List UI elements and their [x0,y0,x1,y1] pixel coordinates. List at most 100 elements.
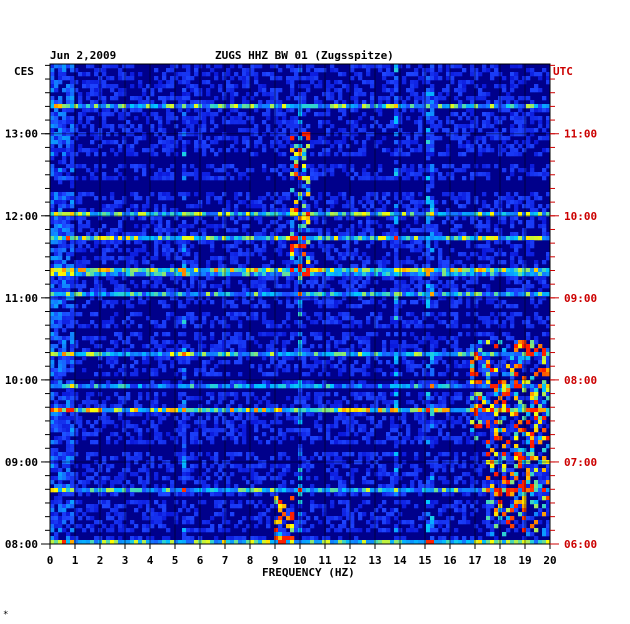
heatmap-cell [458,144,463,149]
heatmap-cell [74,240,79,245]
heatmap-cell [366,300,371,305]
heatmap-cell [190,164,195,169]
heatmap-cell [374,176,379,181]
heatmap-cell [510,152,515,157]
heatmap-cell [62,372,67,377]
heatmap-cell [274,280,279,285]
heatmap-cell [290,208,295,213]
heatmap-cell [402,344,407,349]
heatmap-cell [514,116,519,121]
heatmap-cell [246,268,251,273]
heatmap-cell [446,368,451,373]
heatmap-cell [238,380,243,385]
heatmap-cell [114,280,119,285]
heatmap-cell [454,228,459,233]
heatmap-cell [142,352,147,357]
heatmap-cell [362,236,367,241]
heatmap-cell [530,224,535,229]
heatmap-cell [266,192,271,197]
heatmap-cell [278,248,283,253]
heatmap-cell [134,164,139,169]
heatmap-cell [86,352,91,357]
heatmap-cell [346,272,351,277]
heatmap-cell [258,300,263,305]
heatmap-cell [502,196,507,201]
heatmap-cell [234,192,239,197]
heatmap-cell [458,252,463,257]
heatmap-cell [502,136,507,141]
heatmap-cell [230,164,235,169]
heatmap-cell [526,380,531,385]
heatmap-cell [150,192,155,197]
heatmap-cell [74,248,79,253]
heatmap-cell [430,112,435,117]
heatmap-cell [374,172,379,177]
heatmap-cell [538,88,543,93]
heatmap-cell [406,172,411,177]
heatmap-cell [450,264,455,269]
heatmap-cell [374,192,379,197]
heatmap-cell [282,120,287,125]
heatmap-cell [334,212,339,217]
heatmap-cell [306,76,311,81]
heatmap-cell [486,204,491,209]
heatmap-cell [526,136,531,141]
heatmap-cell [546,108,551,113]
heatmap-cell [70,384,75,389]
heatmap-cell [430,120,435,125]
heatmap-cell [70,92,75,97]
heatmap-cell [122,116,127,121]
heatmap-cell [258,140,263,145]
heatmap-cell [362,92,367,97]
heatmap-cell [394,268,399,273]
heatmap-cell [534,356,539,361]
heatmap-cell [318,208,323,213]
heatmap-cell [62,300,67,305]
heatmap-cell [130,72,135,77]
heatmap-cell [174,216,179,221]
heatmap-cell [206,276,211,281]
heatmap-cell [330,212,335,217]
heatmap-cell [102,268,107,273]
heatmap-cell [426,96,431,101]
heatmap-cell [250,384,255,389]
heatmap-cell [278,88,283,93]
heatmap-cell [74,212,79,217]
heatmap-cell [366,192,371,197]
heatmap-cell [494,392,499,397]
heatmap-cell [382,372,387,377]
heatmap-cell [446,212,451,217]
heatmap-cell [318,300,323,305]
heatmap-cell [146,292,151,297]
heatmap-cell [350,348,355,353]
heatmap-cell [542,216,547,221]
heatmap-cell [494,316,499,321]
heatmap-cell [182,240,187,245]
heatmap-cell [90,132,95,137]
heatmap-cell [378,200,383,205]
heatmap-cell [406,364,411,369]
heatmap-cell [102,252,107,257]
heatmap-cell [382,128,387,133]
heatmap-cell [394,312,399,317]
heatmap-cell [358,324,363,329]
heatmap-cell [102,116,107,121]
heatmap-cell [162,212,167,217]
heatmap-cell [426,168,431,173]
heatmap-cell [274,140,279,145]
heatmap-cell [58,284,63,289]
heatmap-cell [70,180,75,185]
heatmap-cell [354,240,359,245]
heatmap-cell [430,204,435,209]
heatmap-cell [370,228,375,233]
heatmap-cell [170,212,175,217]
heatmap-cell [110,304,115,309]
heatmap-cell [506,212,511,217]
heatmap-cell [466,312,471,317]
heatmap-cell [50,320,55,325]
heatmap-cell [210,164,215,169]
heatmap-cell [542,148,547,153]
heatmap-cell [154,320,159,325]
heatmap-cell [350,68,355,73]
heatmap-cell [274,132,279,137]
